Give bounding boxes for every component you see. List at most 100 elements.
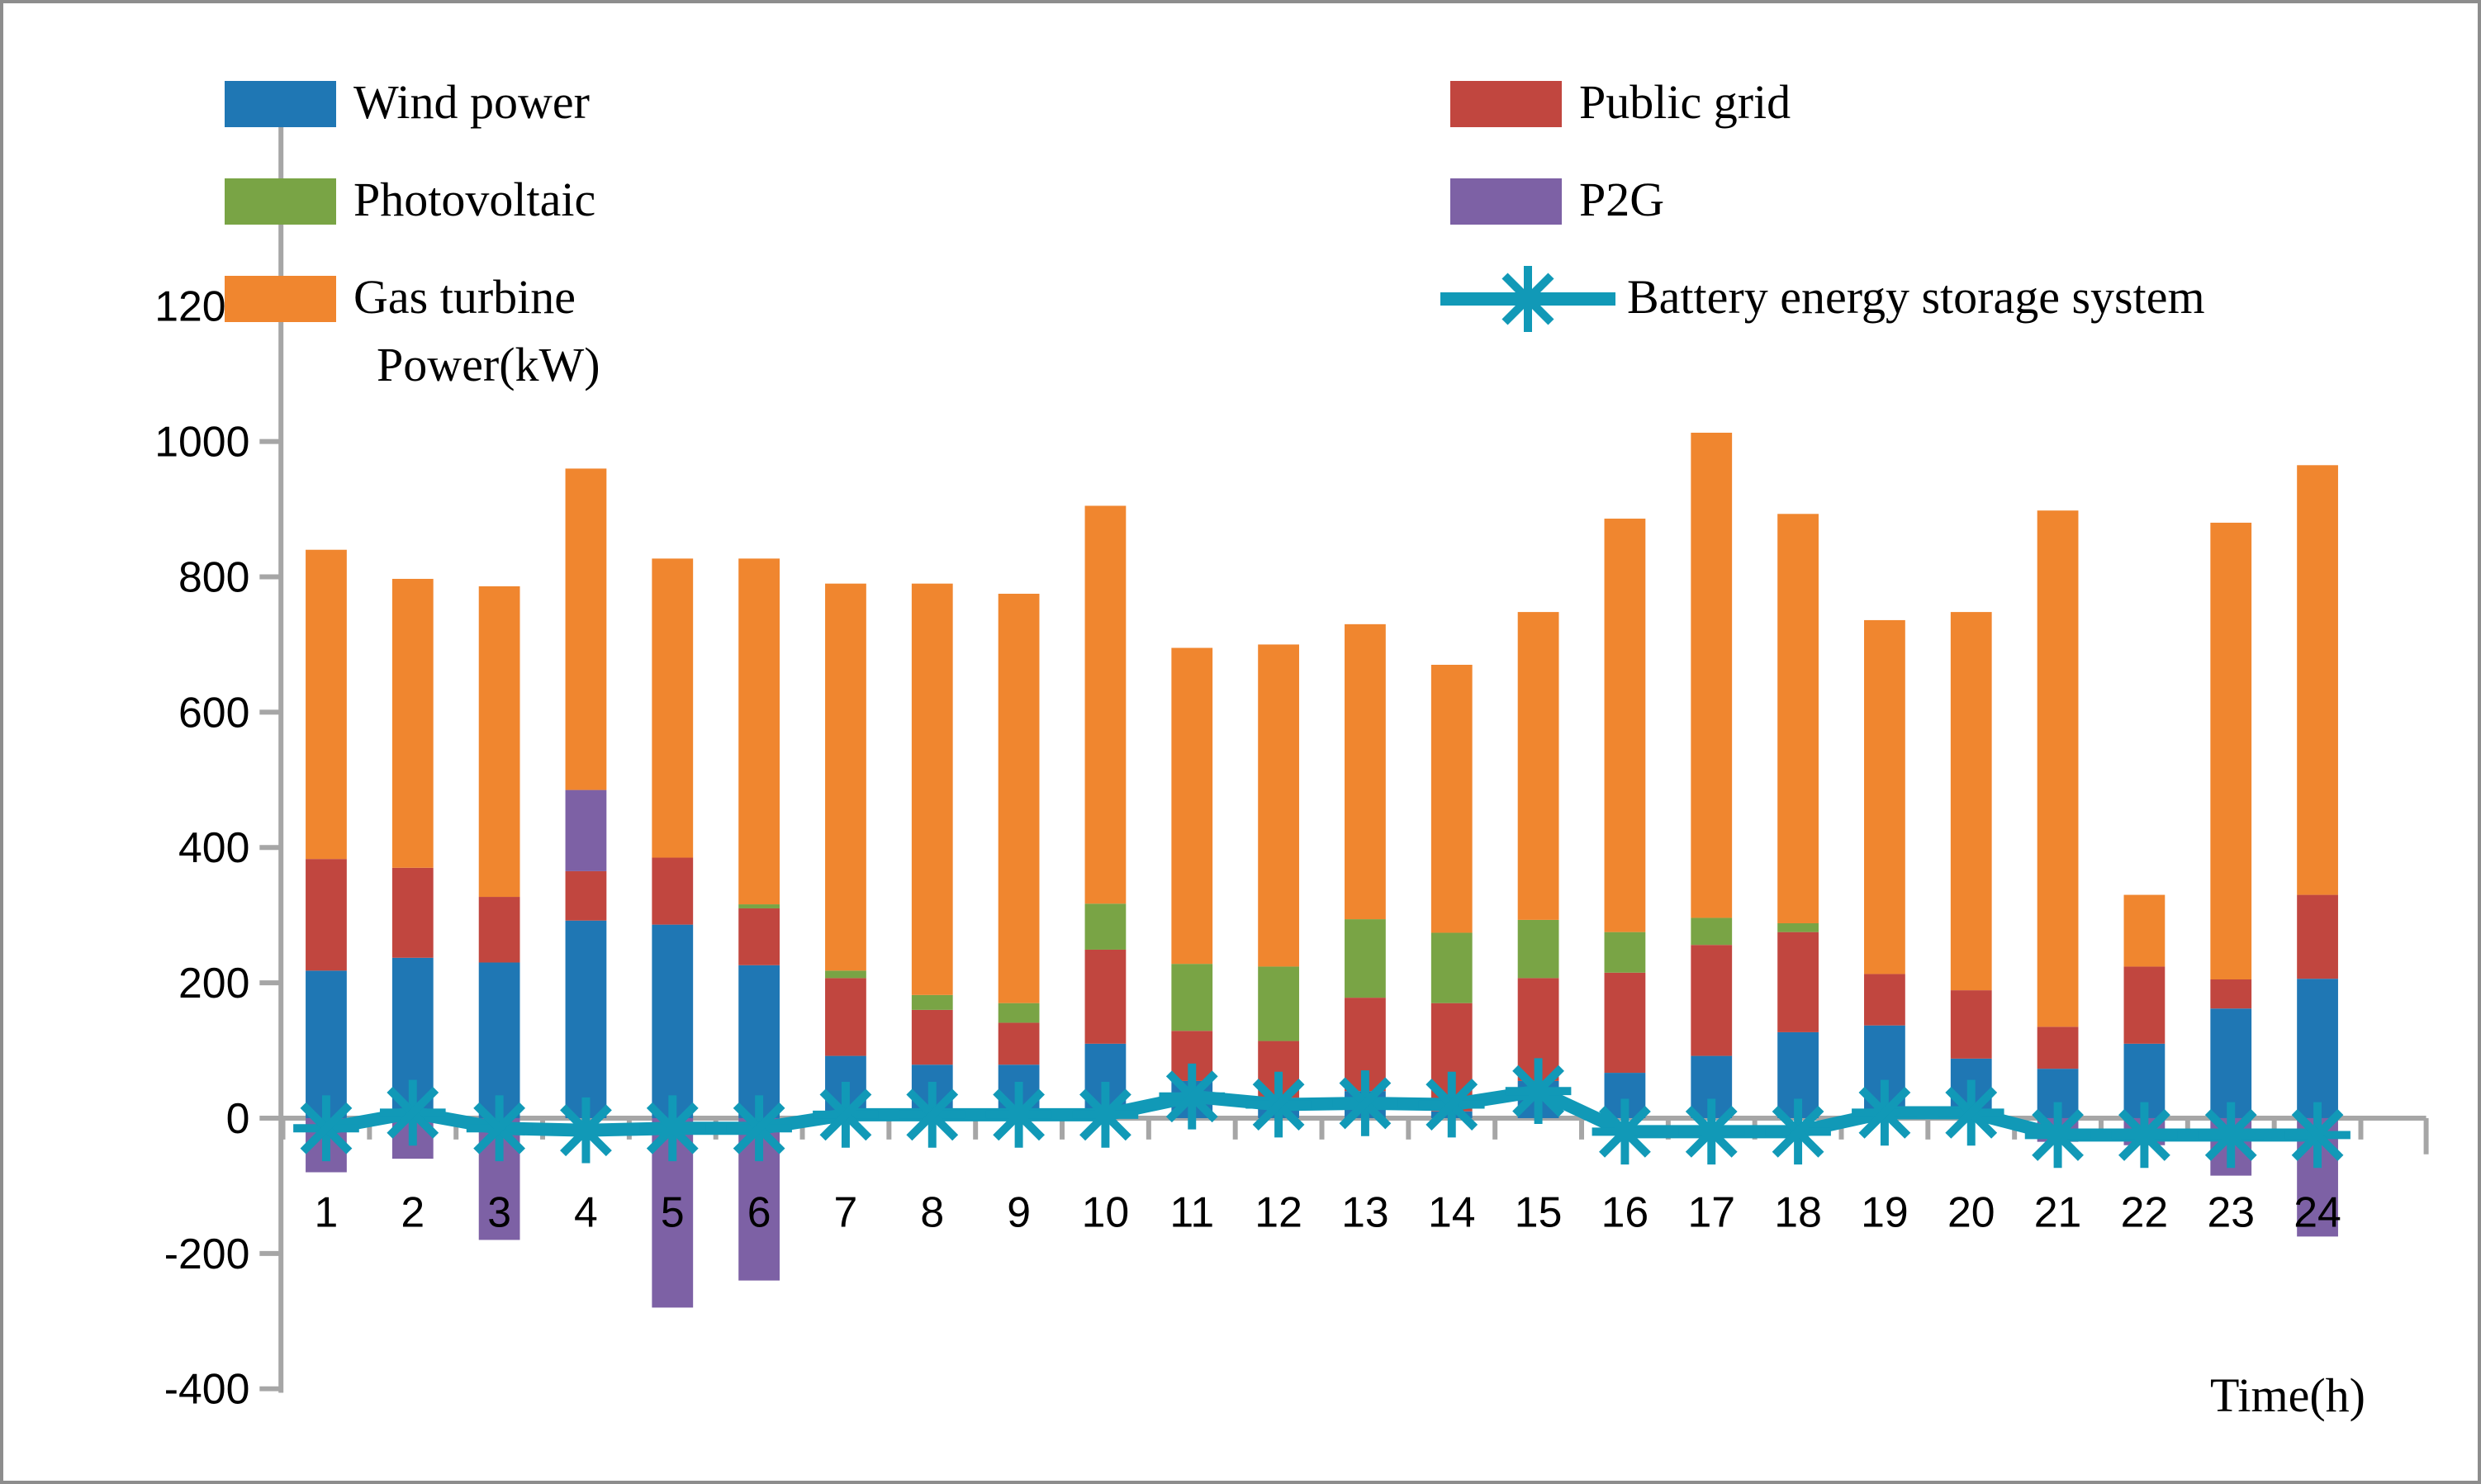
bar-segment (1084, 949, 1127, 1044)
legend-battery-line-asterisk-icon (1435, 266, 1620, 332)
bar-segment (1171, 964, 1213, 1031)
bar-segment (738, 558, 780, 905)
bar-segment (1950, 990, 1992, 1059)
bar-segment (1084, 505, 1127, 904)
bar-segment (1777, 922, 1819, 932)
x-axis-category-label: 3 (487, 1188, 511, 1235)
bar-segment (1171, 647, 1213, 965)
bar-segment (738, 908, 780, 965)
battery-asterisk-marker-icon (387, 1087, 439, 1139)
x-axis-category-label: 5 (661, 1188, 685, 1235)
y-axis-tick-label: 400 (178, 823, 249, 871)
x-axis-category-label: 20 (1947, 1188, 1995, 1235)
bar-segment (1258, 644, 1299, 967)
legend-label-wind-power: Wind power (353, 75, 590, 129)
bar-segment (1430, 665, 1473, 933)
bar-segment (391, 578, 434, 868)
x-axis-category-label: 2 (401, 1188, 425, 1235)
bar-segment (1430, 932, 1473, 1003)
battery-asterisk-marker-icon (1858, 1087, 1911, 1139)
x-axis-category-label: 7 (834, 1188, 858, 1235)
bar-segment (825, 970, 866, 979)
battery-asterisk-marker-icon (473, 1102, 526, 1154)
bar-segment (306, 970, 347, 1118)
bar-segment (998, 593, 1040, 1003)
bar-segment (1777, 514, 1819, 923)
legend-swatch-gas-turbine-icon (225, 276, 336, 322)
x-axis-category-label: 1 (315, 1188, 339, 1235)
x-axis-category-label: 17 (1687, 1188, 1735, 1235)
battery-asterisk-marker-icon (906, 1088, 959, 1141)
battery-asterisk-marker-icon (1339, 1077, 1392, 1130)
bar-segment (478, 586, 520, 898)
battery-asterisk-marker-icon (733, 1102, 785, 1154)
x-axis-category-label: 13 (1341, 1188, 1389, 1235)
bar-segment (2297, 979, 2338, 1118)
battery-asterisk-marker-icon (1426, 1079, 1478, 1131)
battery-asterisk-marker-icon (1252, 1079, 1305, 1131)
y-axis-tick-label: 0 (226, 1094, 250, 1142)
legend-label-public-grid: Public grid (1579, 75, 1791, 129)
bar-segment (1691, 917, 1733, 946)
legend-label-battery: Battery energy storage system (1627, 270, 2205, 324)
bar-segment (652, 857, 694, 925)
y-axis-tick-label: 800 (178, 552, 249, 600)
legend-label-gas-turbine: Gas turbine (353, 270, 576, 324)
bar-segment (565, 789, 607, 871)
battery-asterisk-marker-icon (1501, 273, 1554, 325)
bar-segment (911, 1009, 953, 1065)
bar-segment (2123, 894, 2166, 967)
battery-asterisk-marker-icon (1772, 1105, 1824, 1158)
bar-segment (478, 962, 520, 1118)
bar-segment (738, 904, 780, 908)
battery-asterisk-marker-icon (819, 1088, 872, 1141)
x-axis-category-label: 23 (2207, 1188, 2255, 1235)
bar-segment (1604, 932, 1646, 973)
x-axis-category-label: 14 (1428, 1188, 1476, 1235)
battery-asterisk-marker-icon (560, 1104, 612, 1157)
bar-segment (1864, 619, 1905, 974)
bar-segment (565, 920, 607, 1118)
legend-battery-marker-svg (1440, 266, 1615, 332)
bar-segment (998, 1003, 1040, 1023)
bar-segment (2037, 510, 2079, 1027)
battery-asterisk-marker-icon (1945, 1087, 1998, 1139)
bar-segment (652, 558, 694, 858)
bar-segment (391, 867, 434, 958)
legend-swatch-p2g-icon (1450, 178, 1562, 225)
battery-asterisk-marker-icon (2032, 1109, 2084, 1161)
battery-asterisk-marker-icon (993, 1088, 1045, 1141)
y-axis-tick-label: 1000 (154, 418, 249, 466)
bar-segment (2210, 979, 2252, 1009)
x-axis-category-label: 21 (2034, 1188, 2082, 1235)
bar-segment (1777, 932, 1819, 1032)
x-axis-category-label: 4 (574, 1188, 598, 1235)
x-axis-category-label: 15 (1515, 1188, 1563, 1235)
battery-asterisk-marker-icon (1165, 1070, 1218, 1123)
battery-asterisk-marker-icon (1512, 1064, 1564, 1117)
bar-segment (825, 978, 866, 1056)
bar-segment (998, 1022, 1040, 1065)
bar-segment (1691, 945, 1733, 1056)
x-axis-category-label: 22 (2121, 1188, 2169, 1235)
y-axis-title: Power(kW) (377, 338, 600, 391)
battery-asterisk-marker-icon (2118, 1109, 2170, 1161)
x-axis-category-label: 16 (1601, 1188, 1649, 1235)
x-axis-title: Time(h) (2210, 1368, 2365, 1422)
bar-segment (306, 859, 347, 971)
battery-asterisk-marker-icon (1079, 1088, 1131, 1141)
bar-segment (911, 583, 953, 995)
bar-segment (1345, 919, 1386, 998)
bar-segment (652, 924, 694, 1118)
x-axis-category-label: 10 (1082, 1188, 1130, 1235)
y-axis-tick-label: 200 (178, 959, 249, 1007)
bar-segment (306, 549, 347, 860)
x-axis-category-label: 18 (1774, 1188, 1822, 1235)
x-axis-category-label: 24 (2294, 1188, 2341, 1235)
legend-label-photovoltaic: Photovoltaic (353, 173, 596, 226)
bar-segment (825, 583, 866, 971)
bar-segment (2123, 966, 2166, 1044)
x-axis-category-label: 6 (747, 1188, 771, 1235)
legend-swatch-wind-power-icon (225, 81, 336, 127)
